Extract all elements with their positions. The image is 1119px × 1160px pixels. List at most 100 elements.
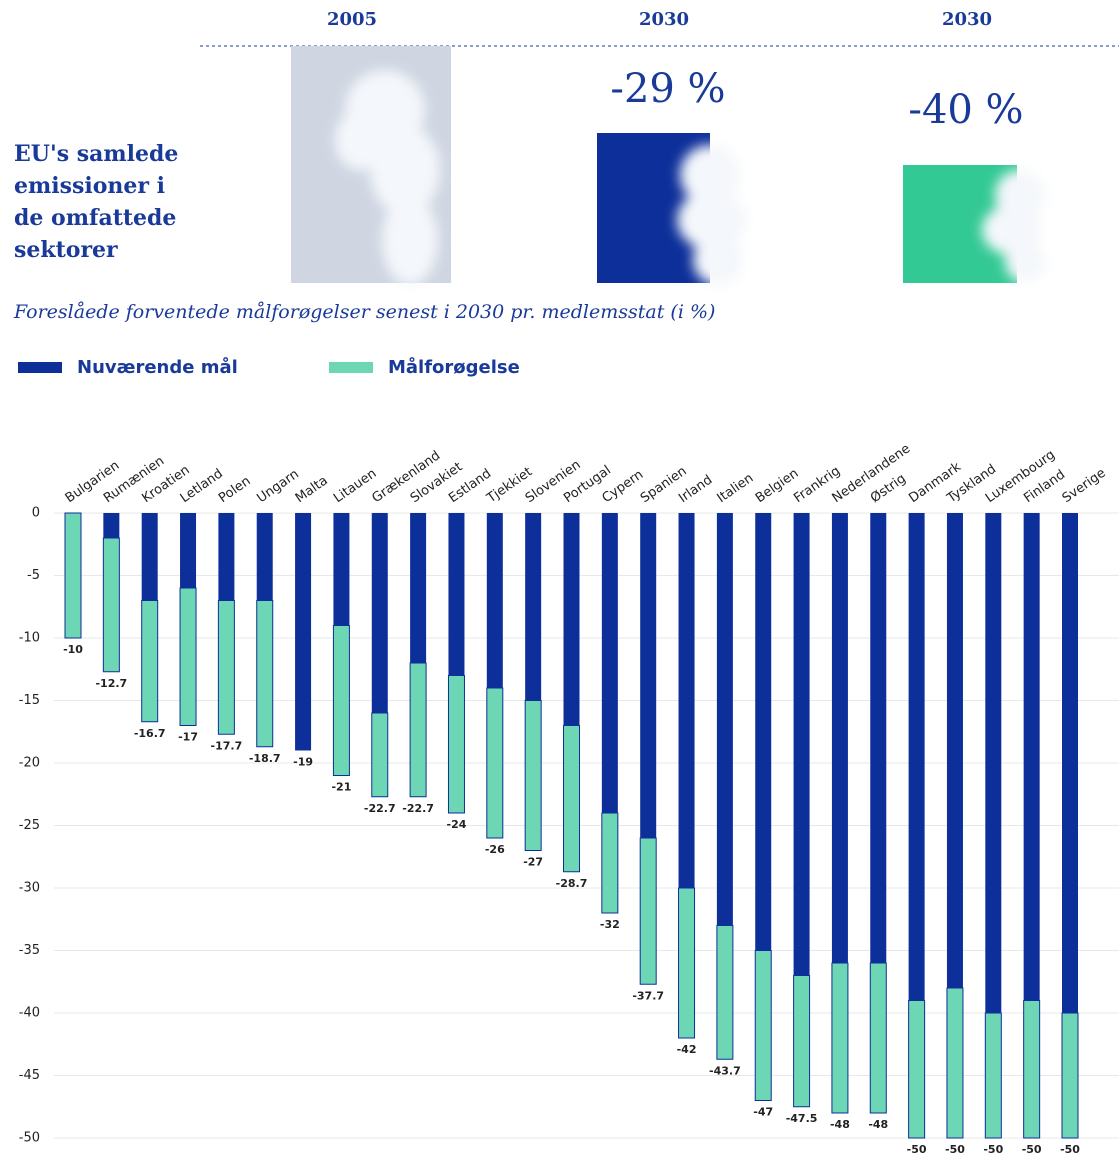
- bar-segment: [525, 513, 541, 701]
- y-tick-label: -35: [19, 943, 40, 958]
- bar-segment: [372, 713, 388, 797]
- total-label: -24: [447, 818, 467, 831]
- total-label: -50: [945, 1143, 965, 1156]
- bar-segment: [410, 513, 426, 663]
- heading: EU's samlede emissioner i de omfattede s…: [14, 141, 178, 263]
- y-tick-label: -5: [27, 568, 40, 583]
- y-tick-label: -50: [19, 1131, 40, 1146]
- reduction-label: -29 %: [610, 66, 725, 112]
- bar-segment: [679, 513, 695, 888]
- bar-segment: [1062, 513, 1078, 1013]
- total-label: -37.7: [632, 989, 664, 1002]
- bar-segment: [180, 588, 196, 726]
- total-label: -50: [1022, 1143, 1042, 1156]
- bar-segment: [832, 513, 848, 963]
- heading-line: sektorer: [14, 237, 118, 263]
- total-label: -50: [983, 1143, 1003, 1156]
- total-label: -48: [830, 1118, 850, 1131]
- bar-segment: [870, 513, 886, 963]
- bar-segment: [640, 513, 656, 838]
- bar-segment: [679, 888, 695, 1038]
- total-label: -22.7: [402, 802, 434, 815]
- bar-segment: [372, 513, 388, 713]
- total-label: -26: [485, 843, 505, 856]
- bar-segment: [640, 838, 656, 984]
- year-label: 2005: [327, 9, 377, 30]
- bar-segment: [870, 963, 886, 1113]
- bar-segment: [564, 726, 580, 872]
- x-tick-label: Ungarn: [254, 467, 301, 506]
- legend-swatch: [18, 362, 62, 373]
- legend-swatch: [329, 362, 373, 373]
- total-label: -50: [907, 1143, 927, 1156]
- legend-label: Målforøgelse: [388, 356, 520, 378]
- total-label: -10: [63, 643, 83, 656]
- x-tick-label: Litauen: [331, 466, 379, 506]
- heading-line: EU's samlede: [14, 141, 178, 167]
- year-label: 2030: [639, 9, 689, 30]
- reduction-label: -40 %: [908, 87, 1023, 133]
- bar-segment: [487, 513, 503, 688]
- bar-segment: [909, 1001, 925, 1139]
- x-tick-label: Belgien: [753, 466, 801, 506]
- bar-segment: [218, 601, 234, 735]
- bar-segment: [717, 513, 733, 926]
- total-label: -17.7: [211, 739, 243, 752]
- total-label: -12.7: [95, 677, 127, 690]
- bar-segment: [1024, 513, 1040, 1001]
- y-tick-label: 0: [32, 506, 40, 521]
- bar-segment: [794, 513, 810, 976]
- bar-segment: [985, 1013, 1001, 1138]
- year-label: 2030: [942, 9, 992, 30]
- bar-segment: [180, 513, 196, 588]
- x-tick-label: Sverige: [1060, 466, 1109, 506]
- total-label: -28.7: [556, 877, 588, 890]
- total-label: -17: [178, 731, 198, 744]
- bar-segment: [257, 513, 273, 601]
- y-tick-label: -40: [19, 1006, 40, 1021]
- bar-segment: [909, 513, 925, 1001]
- bar-segment: [257, 601, 273, 747]
- bar-segment: [142, 513, 158, 601]
- x-tick-label: Italien: [715, 471, 757, 506]
- y-tick-label: -25: [19, 818, 40, 833]
- heading-line: de omfattede: [14, 205, 176, 231]
- bar-segment: [218, 513, 234, 601]
- bar-segment: [448, 513, 464, 676]
- y-tick-label: -20: [19, 756, 40, 771]
- bar-segment: [525, 701, 541, 851]
- bar-segment: [103, 513, 119, 538]
- total-label: -32: [600, 918, 620, 931]
- bar-segment: [103, 538, 119, 672]
- bar-segment: [755, 951, 771, 1101]
- bar-segment: [602, 513, 618, 813]
- y-tick-label: -30: [19, 881, 40, 896]
- total-label: -16.7: [134, 727, 166, 740]
- total-label: -42: [677, 1043, 697, 1056]
- bar-segment: [832, 963, 848, 1113]
- y-tick-label: -15: [19, 693, 40, 708]
- bar-segment: [717, 926, 733, 1060]
- bar-segment: [794, 976, 810, 1107]
- total-label: -50: [1060, 1143, 1080, 1156]
- bar-segment: [333, 626, 349, 776]
- total-label: -22.7: [364, 802, 396, 815]
- total-label: -43.7: [709, 1064, 741, 1077]
- bar-segment: [755, 513, 771, 951]
- total-label: -27: [523, 856, 543, 869]
- y-tick-label: -45: [19, 1068, 40, 1083]
- total-label: -21: [331, 781, 351, 794]
- total-label: -48: [868, 1118, 888, 1131]
- total-label: -47.5: [786, 1112, 818, 1125]
- heading-line: emissioner i: [14, 173, 165, 199]
- bar-segment: [333, 513, 349, 626]
- y-tick-label: -10: [19, 631, 40, 646]
- bar-segment: [947, 988, 963, 1138]
- infographic: 2005 2030 2030 EU's samlede emissioner i…: [0, 0, 1119, 1156]
- bar-segment: [142, 601, 158, 722]
- bar-segment: [1024, 1001, 1040, 1139]
- total-label: -19: [293, 756, 313, 769]
- bar-segment: [602, 813, 618, 913]
- total-label: -47: [753, 1106, 773, 1119]
